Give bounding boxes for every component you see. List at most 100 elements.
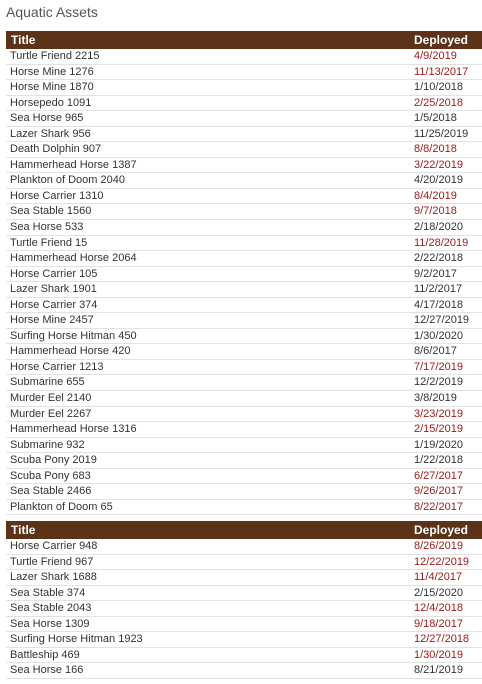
deployed-date: 8/6/2017	[414, 345, 457, 358]
asset-title[interactable]: Hammerhead Horse 2064	[10, 252, 137, 265]
table-row[interactable]: Horse Carrier 1310 8/4/2019	[6, 189, 482, 205]
asset-title[interactable]: Hammerhead Horse 1387	[10, 158, 137, 171]
asset-title[interactable]: Plankton of Doom 2040	[10, 174, 125, 187]
column-header-title[interactable]: Title	[11, 523, 36, 537]
deployed-date: 3/23/2019	[414, 407, 463, 420]
asset-title[interactable]: Scuba Pony 2019	[10, 454, 97, 467]
table-row[interactable]: Horse Carrier 1213 7/17/2019	[6, 360, 482, 376]
table-row[interactable]: Plankton of Doom 65 8/22/2017	[6, 500, 482, 516]
asset-title[interactable]: Sea Horse 533	[10, 221, 84, 234]
table-row[interactable]: Sea Stable 2466 9/26/2017	[6, 484, 482, 500]
table-row[interactable]: Sea Stable 1560 9/7/2018	[6, 204, 482, 221]
deployed-date: 11/2/2017	[414, 283, 463, 296]
column-header-deployed[interactable]: Deployed	[414, 523, 469, 537]
asset-title[interactable]: Horsepedo 1091	[10, 96, 92, 109]
deployed-date: 2/18/2020	[414, 221, 463, 234]
asset-title[interactable]: Murder Eel 2267	[10, 407, 92, 420]
table-body: Turtle Friend 2215 4/9/2019 Horse Mine 127…	[6, 49, 482, 516]
asset-title[interactable]: Murder Eel 2140	[10, 392, 92, 405]
asset-title[interactable]: Death Dolphin 907	[10, 143, 102, 156]
asset-title[interactable]: Turtle Friend 2215	[10, 50, 100, 62]
table-row[interactable]: Scuba Pony 683 6/27/2017	[6, 469, 482, 485]
asset-title[interactable]: Battleship 469	[10, 648, 80, 661]
table-row[interactable]: Hammerhead Horse 1387 3/22/2019	[6, 158, 482, 174]
asset-title[interactable]: Lazer Shark 956	[10, 127, 91, 140]
asset-title[interactable]: Sea Horse 166	[10, 664, 84, 677]
table-row[interactable]: Horse Mine 1276 11/13/2017	[6, 65, 482, 81]
table-row[interactable]: Horsepedo 1091 2/25/2018	[6, 96, 482, 112]
asset-title[interactable]: Horse Carrier 1310	[10, 189, 104, 202]
asset-title[interactable]: Horse Mine 2457	[10, 314, 94, 327]
table-row[interactable]: Murder Eel 2267 3/23/2019	[6, 407, 482, 423]
column-header-deployed[interactable]: Deployed	[414, 33, 469, 47]
asset-title[interactable]: Sea Stable 2466	[10, 485, 92, 498]
asset-title[interactable]: Surfing Horse Hitman 1923	[10, 633, 143, 646]
asset-title[interactable]: Turtle Friend 15	[10, 236, 88, 249]
deployed-date: 9/7/2018	[414, 205, 457, 218]
asset-title[interactable]: Hammerhead Horse 420	[10, 345, 131, 358]
deployed-date: 8/26/2019	[414, 540, 463, 552]
asset-title[interactable]: Scuba Pony 683	[10, 469, 91, 482]
table-row[interactable]: Horse Mine 2457 12/27/2019	[6, 313, 482, 329]
deployed-date: 2/15/2019	[414, 423, 463, 436]
table-row[interactable]: Lazer Shark 1688 11/4/2017	[6, 570, 482, 586]
table-row[interactable]: Hammerhead Horse 2064 2/22/2018	[6, 251, 482, 267]
deployed-date: 9/18/2017	[414, 617, 463, 630]
asset-title[interactable]: Submarine 932	[10, 438, 85, 451]
table-row[interactable]: Turtle Friend 967 12/22/2019	[6, 555, 482, 571]
table-row[interactable]: Lazer Shark 956 11/25/2019	[6, 127, 482, 143]
asset-title[interactable]: Sea Stable 2043	[10, 602, 92, 615]
table-row[interactable]: Surfing Horse Hitman 450 1/30/2020	[6, 329, 482, 345]
table-row[interactable]: Horse Carrier 948 8/26/2019	[6, 539, 482, 555]
asset-title[interactable]: Horse Carrier 948	[10, 540, 98, 552]
asset-title[interactable]: Turtle Friend 967	[10, 555, 94, 568]
table-row[interactable]: Horse Carrier 105 9/2/2017	[6, 267, 482, 283]
table-row[interactable]: Sea Horse 166 8/21/2019	[6, 663, 482, 679]
table-row[interactable]: Murder Eel 2140 3/8/2019	[6, 391, 482, 407]
table-row[interactable]: Surfing Horse Hitman 1923 12/27/2018	[6, 632, 482, 648]
asset-title[interactable]: Horse Mine 1870	[10, 81, 94, 94]
asset-title[interactable]: Hammerhead Horse 1316	[10, 423, 137, 436]
asset-title[interactable]: Submarine 655	[10, 376, 85, 389]
table-row[interactable]: Sea Stable 2043 12/4/2018	[6, 601, 482, 617]
table-row[interactable]: Submarine 655 12/2/2019	[6, 375, 482, 392]
table-row[interactable]: Sea Horse 965 1/5/2018	[6, 111, 482, 127]
table-row[interactable]: Submarine 932 1/19/2020	[6, 438, 482, 454]
column-header-title[interactable]: Title	[11, 33, 36, 47]
table-row[interactable]: Horse Carrier 374 4/17/2018	[6, 298, 482, 314]
asset-title[interactable]: Sea Horse 965	[10, 112, 84, 125]
deployed-date: 2/15/2020	[414, 586, 463, 599]
deployed-date: 12/4/2018	[414, 602, 463, 615]
table-row[interactable]: Hammerhead Horse 1316 2/15/2019	[6, 422, 482, 438]
table-row[interactable]: Horse Mine 1870 1/10/2018	[6, 80, 482, 96]
deployed-date: 9/26/2017	[414, 485, 463, 498]
asset-title[interactable]: Horse Carrier 374	[10, 298, 98, 311]
table-header: Title Deployed	[6, 31, 482, 49]
deployed-date: 3/22/2019	[414, 158, 463, 171]
table-row[interactable]: Turtle Friend 15 11/28/2019	[6, 236, 482, 252]
asset-title[interactable]: Lazer Shark 1688	[10, 571, 97, 584]
asset-title[interactable]: Sea Stable 374	[10, 586, 86, 599]
table-row[interactable]: Plankton of Doom 2040 4/20/2019	[6, 173, 482, 189]
table-row[interactable]: Sea Stable 374 2/15/2020	[6, 586, 482, 602]
deployed-date: 8/21/2019	[414, 664, 463, 677]
deployed-date: 4/17/2018	[414, 298, 463, 311]
asset-title[interactable]: Horse Carrier 105	[10, 267, 98, 280]
table-row[interactable]: Battleship 469 1/30/2019	[6, 648, 482, 664]
table-row[interactable]: Scuba Pony 2019 1/22/2018	[6, 453, 482, 469]
table-row[interactable]: Turtle Friend 2215 4/9/2019	[6, 49, 482, 65]
asset-title[interactable]: Surfing Horse Hitman 450	[10, 329, 137, 342]
table-row[interactable]: Death Dolphin 907 8/8/2018	[6, 142, 482, 158]
table-row[interactable]: Hammerhead Horse 420 8/6/2017	[6, 344, 482, 360]
asset-title[interactable]: Plankton of Doom 65	[10, 500, 113, 513]
asset-title[interactable]: Sea Horse 1309	[10, 617, 90, 630]
table-header: Title Deployed	[6, 521, 482, 539]
asset-title[interactable]: Horse Carrier 1213	[10, 360, 104, 373]
asset-title[interactable]: Sea Stable 1560	[10, 205, 92, 218]
table-row[interactable]: Sea Horse 533 2/18/2020	[6, 220, 482, 236]
asset-title[interactable]: Lazer Shark 1901	[10, 283, 97, 296]
deployed-date: 1/19/2020	[414, 438, 463, 451]
table-row[interactable]: Lazer Shark 1901 11/2/2017	[6, 282, 482, 298]
table-row[interactable]: Sea Horse 1309 9/18/2017	[6, 617, 482, 633]
asset-title[interactable]: Horse Mine 1276	[10, 65, 94, 78]
